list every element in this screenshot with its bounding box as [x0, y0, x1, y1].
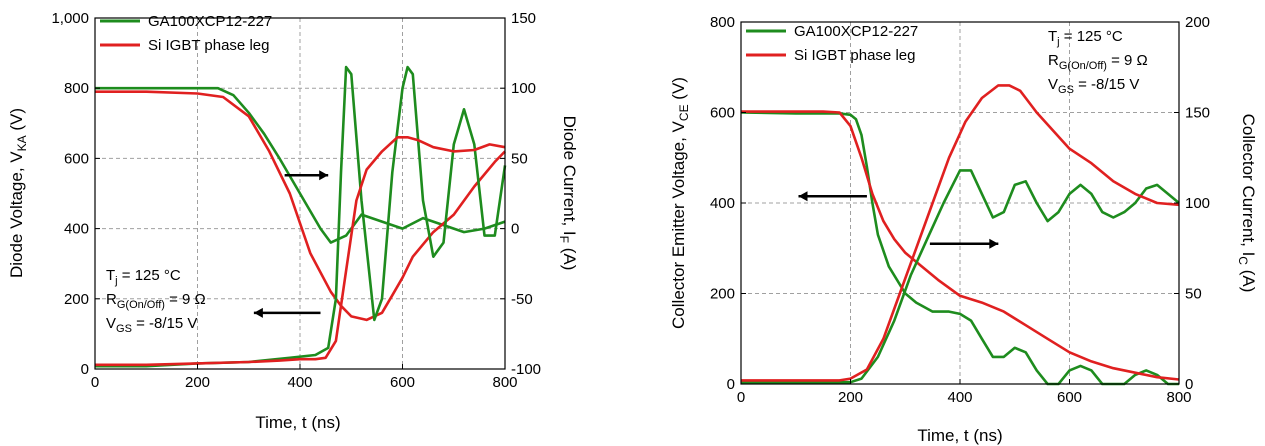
y-tick-label: 400	[710, 195, 735, 212]
series-line-2	[741, 110, 1180, 381]
legend-label-series-1: GA100XCP12-227	[794, 23, 918, 40]
series-line-3	[95, 65, 507, 368]
annotation-gate-voltage: VGS = -8/15 V	[106, 315, 197, 335]
series-line-1	[95, 86, 506, 244]
left-chart-series	[95, 65, 507, 368]
y-tick-label: 800	[710, 14, 735, 31]
x-tick-label: 600	[1057, 389, 1082, 406]
series-line-4	[741, 84, 1180, 382]
x-tick-label: 400	[947, 389, 972, 406]
x-tick-label: 200	[185, 374, 210, 391]
annotation-junction-temp: Tj = 125 °C	[1048, 28, 1123, 48]
left-chart-y-axis-label: Diode Voltage, VKA (V)	[7, 108, 29, 278]
left-chart-y-ticks: 0 200 400 600 800 1,000	[51, 10, 100, 378]
left-chart-arrows	[253, 170, 329, 318]
y2-tick-label: 0	[1185, 376, 1193, 393]
left-chart-annotation: Tj = 125 °C RG(On/Off) = 9 Ω VGS = -8/15…	[106, 267, 206, 335]
y2-tick-label: -100	[511, 361, 541, 378]
annotation-gate-voltage: VGS = -8/15 V	[1048, 76, 1139, 96]
x-tick-label: 0	[737, 389, 745, 406]
series-line-3	[741, 169, 1180, 384]
x-tick-label: 800	[492, 374, 517, 391]
y-tick-label: 200	[710, 286, 735, 303]
y-tick-label: 0	[727, 376, 735, 393]
legend-label-series-2: Si IGBT phase leg	[148, 37, 269, 54]
legend-label-series-1: GA100XCP12-227	[148, 13, 272, 30]
legend-label-series-2: Si IGBT phase leg	[794, 47, 915, 64]
y2-tick-label: 150	[511, 10, 536, 27]
right-chart-arrows	[798, 191, 999, 249]
y2-tick-label: -50	[511, 291, 533, 308]
y-tick-label: 1,000	[51, 10, 89, 27]
y-tick-label: 400	[64, 221, 89, 238]
right-chart-series	[740, 84, 1180, 386]
left-chart-y2-ticks: -100 -50 0 50 100 150	[500, 10, 541, 378]
annotation-arrowhead	[798, 191, 808, 202]
series-line-4	[95, 136, 506, 367]
y-tick-label: 800	[64, 80, 89, 97]
x-tick-label: 0	[91, 374, 99, 391]
left-chart: 0 200 400 600 800 0 200 400 600 800 1,000 -100 -50…	[7, 10, 579, 432]
right-chart: 0 200 400 600 800 0 200 400 600 800 0 50 100 150 200…	[669, 14, 1258, 445]
annotation-junction-temp: Tj = 125 °C	[106, 267, 181, 287]
x-tick-label: 800	[1166, 389, 1191, 406]
right-chart-legend: GA100XCP12-227 Si IGBT phase leg	[746, 23, 918, 64]
y2-tick-label: 100	[511, 80, 536, 97]
right-chart-x-axis-label: Time, t (ns)	[917, 426, 1002, 445]
y2-tick-label: 150	[1185, 105, 1210, 122]
annotation-arrowhead	[253, 307, 263, 318]
right-chart-annotation: Tj = 125 °C RG(On/Off) = 9 Ω VGS = -8/15…	[1048, 28, 1148, 96]
right-chart-y2-ticks: 0 50 100 150 200	[1174, 14, 1210, 393]
annotation-arrowhead	[989, 238, 999, 249]
y2-tick-label: 100	[1185, 195, 1210, 212]
annotation-gate-resistance: RG(On/Off) = 9 Ω	[1048, 52, 1148, 72]
y2-tick-label: 200	[1185, 14, 1210, 31]
right-chart-x-ticks: 0 200 400 600 800	[737, 379, 1192, 406]
y-tick-label: 0	[81, 361, 89, 378]
left-chart-x-axis-label: Time, t (ns)	[255, 413, 340, 432]
y-tick-label: 600	[64, 150, 89, 167]
y-tick-label: 600	[710, 105, 735, 122]
right-chart-y-axis-label: Collector Emitter Voltage, VCE (V)	[669, 77, 691, 329]
right-chart-y-ticks: 0 200 400 600 800	[710, 14, 746, 393]
annotation-gate-resistance: RG(On/Off) = 9 Ω	[106, 291, 206, 311]
right-chart-y2-axis-label: Collector Current, IC (A)	[1236, 114, 1258, 293]
x-tick-label: 400	[287, 374, 312, 391]
annotation-arrowhead	[319, 170, 329, 181]
y2-tick-label: 50	[511, 150, 528, 167]
y-tick-label: 200	[64, 291, 89, 308]
left-chart-legend: GA100XCP12-227 Si IGBT phase leg	[100, 13, 272, 54]
y2-tick-label: 50	[1185, 286, 1202, 303]
x-tick-label: 200	[838, 389, 863, 406]
left-chart-y2-axis-label: Diode Current, IF (A)	[557, 116, 579, 271]
y2-tick-label: 0	[511, 221, 519, 238]
left-chart-x-ticks: 0 200 400 600 800	[91, 364, 518, 391]
x-tick-label: 600	[390, 374, 415, 391]
